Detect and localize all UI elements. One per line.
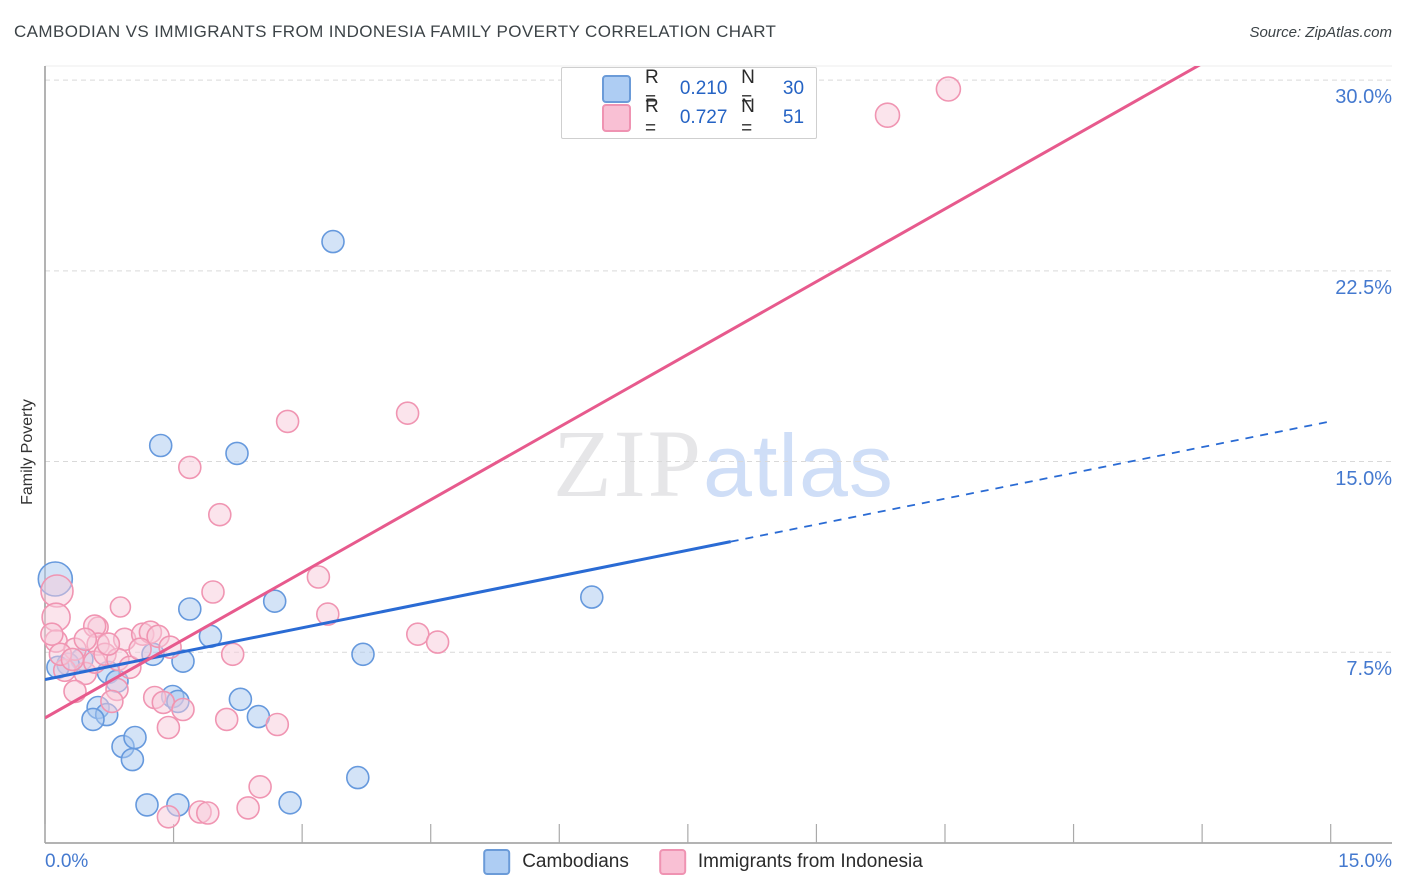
y-tick-label-7.5%: 7.5% xyxy=(1346,658,1392,681)
r-value-indonesia: 0.727 xyxy=(679,106,728,128)
scatter-point xyxy=(248,774,272,799)
scatter-point xyxy=(306,565,331,589)
scatter-point xyxy=(208,502,232,527)
series-points-cambodians xyxy=(37,229,604,817)
cambodians-swatch xyxy=(602,74,631,103)
scatter-point xyxy=(351,642,375,667)
scatter-point xyxy=(405,622,430,647)
scatter-point xyxy=(40,622,64,647)
y-axis-title: Family Poverty xyxy=(19,399,36,505)
scatter-point xyxy=(236,796,260,820)
scatter-point xyxy=(201,580,225,604)
scatter-point xyxy=(156,715,181,740)
chart-title: CAMBODIAN VS IMMIGRANTS FROM INDONESIA F… xyxy=(14,22,777,41)
x-axis-max-label: 15.0% xyxy=(1338,851,1392,872)
scatter-point xyxy=(214,707,239,732)
scatter-point xyxy=(262,589,287,614)
r-label: R = xyxy=(645,66,659,110)
scatter-point xyxy=(60,647,85,672)
scatter-point xyxy=(220,642,245,667)
series-legend: Cambodians Immigrants from Indonesia xyxy=(483,849,923,875)
r-value-cambodians: 0.210 xyxy=(679,77,728,99)
correlation-legend-box: R = 0.210 N = 30 R = 0.727 N = 51 xyxy=(561,67,817,139)
scatter-point xyxy=(225,441,249,466)
y-tick-label-30.0%: 30.0% xyxy=(1335,86,1392,109)
y-tick-label-22.5%: 22.5% xyxy=(1335,276,1392,299)
trendline-dashed-cambodians xyxy=(730,420,1331,543)
scatter-point xyxy=(275,409,300,434)
scatter-point xyxy=(278,790,302,815)
scatter-point xyxy=(228,687,253,712)
series-points-immigrants-from-indonesia xyxy=(40,76,962,829)
indonesia-legend-swatch xyxy=(658,849,686,875)
scatter-point xyxy=(315,602,340,626)
scatter-point xyxy=(579,585,604,609)
scatter-point xyxy=(120,747,145,772)
scatter-point xyxy=(73,627,98,652)
scatter-point xyxy=(345,765,370,790)
x-axis-min-label: 0.0% xyxy=(45,851,89,872)
legend-row-cambodians: R = 0.210 N = 30 xyxy=(602,67,805,110)
scatter-point xyxy=(171,697,195,722)
scatter-point xyxy=(265,712,290,737)
scatter-point xyxy=(196,801,220,825)
source-attribution: Source: ZipAtlas.com xyxy=(1249,24,1392,41)
scatter-point xyxy=(81,707,105,732)
scatter-point xyxy=(96,632,121,656)
indonesia-swatch xyxy=(602,103,631,132)
scatter-point xyxy=(935,76,962,102)
legend-item-cambodians: Cambodians xyxy=(483,849,629,875)
scatter-point xyxy=(135,793,159,817)
scatter-point xyxy=(156,804,181,829)
legend-row-indonesia: R = 0.727 N = 51 xyxy=(602,96,805,139)
scatter-point xyxy=(40,574,74,608)
cambodians-legend-label: Cambodians xyxy=(522,851,629,872)
scatter-point xyxy=(151,690,176,715)
scatter-point xyxy=(63,679,87,704)
indonesia-legend-label: Immigrants from Indonesia xyxy=(697,851,923,872)
scatter-point xyxy=(148,433,173,458)
n-label: N = xyxy=(741,66,755,110)
scatter-point xyxy=(123,725,147,750)
scatter-point xyxy=(109,596,132,618)
scatter-point xyxy=(874,102,901,128)
r-label: R = xyxy=(645,95,659,139)
scatter-point xyxy=(425,630,450,654)
legend-item-indonesia: Immigrants from Indonesia xyxy=(658,849,923,875)
scatter-point xyxy=(395,401,420,426)
n-label: N = xyxy=(741,95,755,139)
n-value-indonesia: 51 xyxy=(782,106,805,128)
n-value-cambodians: 30 xyxy=(782,77,805,99)
scatter-point xyxy=(178,455,202,480)
cambodians-legend-swatch xyxy=(483,849,511,875)
y-tick-label-15.0%: 15.0% xyxy=(1335,467,1392,490)
trendline-solid-cambodians xyxy=(45,540,731,681)
scatter-point xyxy=(100,689,124,714)
trendline-solid-immigrants-from-indonesia xyxy=(45,66,1201,720)
scatter-point xyxy=(178,597,202,621)
scatter-point xyxy=(128,637,152,662)
scatter-point xyxy=(321,229,345,254)
